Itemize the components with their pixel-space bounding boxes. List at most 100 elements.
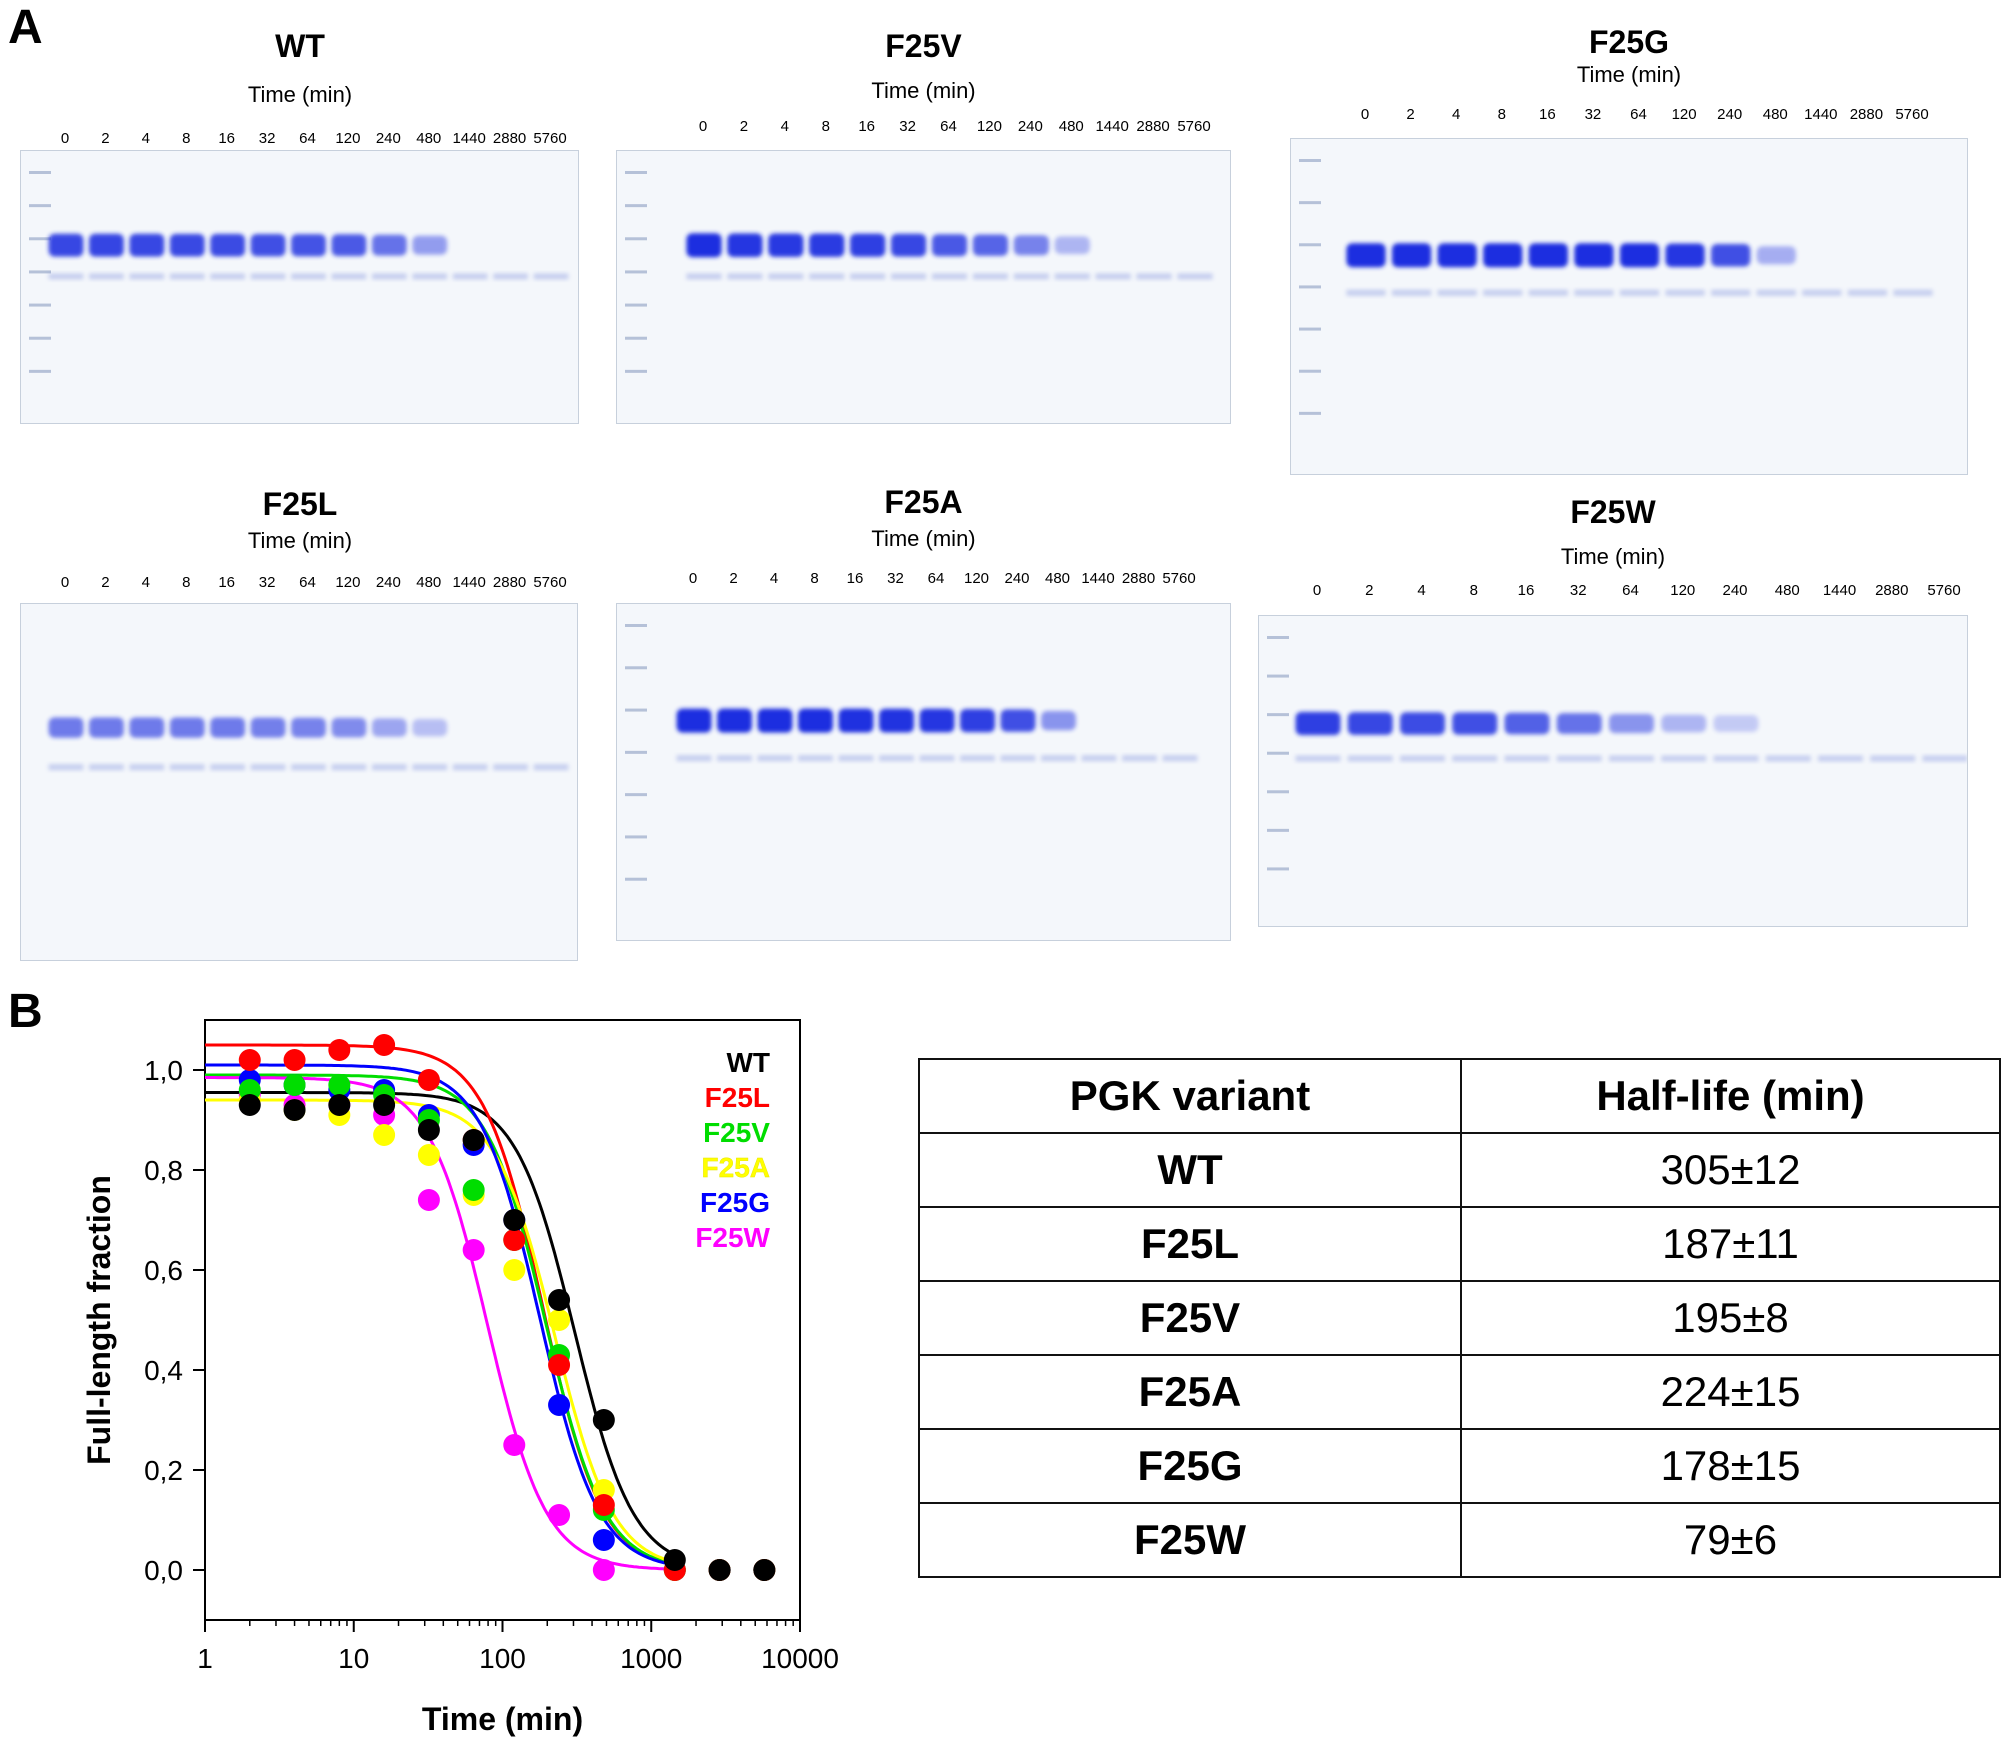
minor-band [412, 764, 448, 771]
ladder-band [625, 877, 647, 881]
minor-band [1713, 755, 1759, 762]
half-life-cell: 195±8 [1460, 1280, 2001, 1356]
gel-image [20, 603, 578, 961]
lane-label: 120 [335, 574, 361, 591]
variant-cell: WT [918, 1132, 1462, 1208]
ladder-band [1299, 285, 1321, 289]
lane-label: 4 [141, 574, 150, 591]
gel-panel-f25w: F25W Time (min) 0 2 4 8 16 32 64 120 240 480 1440 2… [1258, 490, 1968, 930]
minor-band [452, 764, 488, 771]
minor-band [1346, 289, 1386, 296]
minor-band [1609, 755, 1654, 762]
protein-band [412, 235, 448, 255]
y-axis-label: Full-length fraction [81, 1175, 117, 1465]
minor-band [1483, 289, 1523, 296]
gel-image [1290, 138, 1968, 475]
lane-label: 4 [141, 130, 150, 147]
lane-label: 0 [60, 574, 70, 591]
panel-a-label: A [8, 1, 43, 54]
minor-band [1504, 755, 1550, 762]
minor-band [493, 273, 528, 280]
column-header-variant: PGK variant [918, 1058, 1462, 1134]
lane-label: 16 [1517, 582, 1535, 599]
lane-label: 16 [846, 570, 864, 587]
variant-cell: F25A [918, 1354, 1462, 1430]
gel-panel-f25a: F25A Time (min) 0 2 4 8 16 32 64 120 240 480 1440 2… [616, 478, 1231, 943]
ladder-band [29, 270, 51, 274]
lane-label: 1440 [452, 574, 486, 591]
minor-band [250, 764, 286, 771]
ladder-band [1299, 411, 1321, 415]
protein-band [676, 708, 712, 733]
protein-band [1528, 243, 1568, 268]
ladder-band [1267, 751, 1289, 755]
ladder-band [1299, 369, 1321, 373]
protein-band [169, 233, 205, 257]
minor-band [331, 764, 367, 771]
minor-band [1818, 755, 1863, 762]
gel-image [1258, 615, 1968, 927]
data-point-f25g [548, 1394, 571, 1416]
minor-band [210, 273, 246, 280]
data-point-wt [238, 1094, 261, 1116]
minor-band [1452, 755, 1498, 762]
half-life-cell: 178±15 [1460, 1428, 2001, 1504]
minor-band [798, 755, 833, 762]
table-row: WT 305±12 [918, 1132, 2001, 1208]
lane-label: 8 [821, 118, 830, 135]
protein-band [291, 234, 326, 257]
ladder-band [625, 369, 647, 373]
lane-label: 32 [1584, 106, 1602, 123]
lane-label: 16 [858, 118, 875, 135]
data-point-f25l [328, 1039, 351, 1061]
lane-label: 120 [963, 570, 990, 587]
protein-band [919, 708, 955, 733]
lane-label: 480 [1044, 570, 1071, 587]
minor-band [879, 755, 914, 762]
protein-band [809, 233, 845, 257]
gel-image [616, 603, 1231, 941]
data-point-f25a [548, 1309, 571, 1331]
protein-band [129, 233, 165, 257]
minor-band [676, 755, 712, 762]
data-point-wt [708, 1559, 731, 1581]
protein-band [1609, 713, 1654, 734]
gel-title: F25V [885, 28, 962, 64]
minor-band [838, 755, 874, 762]
lane-label: 64 [299, 130, 316, 147]
gel-bands [1291, 139, 1967, 474]
protein-band [331, 717, 367, 738]
minor-band [809, 273, 845, 280]
minor-band [1556, 755, 1602, 762]
gel-time-axis-label: Time (min) [1560, 544, 1666, 569]
legend-item: F25A [702, 1152, 770, 1183]
data-point-wt [283, 1099, 306, 1121]
lane-label: 64 [1630, 106, 1647, 123]
y-tick-label: 0,2 [144, 1455, 183, 1486]
x-tick-label: 1000 [620, 1643, 682, 1674]
gel-bands [617, 151, 1230, 423]
gel-title: F25L [262, 486, 338, 522]
table-header-row: PGK variant Half-life (min) [918, 1058, 2001, 1134]
data-point-f25l [503, 1229, 526, 1251]
half-life-table: PGK variant Half-life (min) WT 305±12 F2… [918, 1058, 2001, 1578]
protein-band [972, 234, 1009, 256]
x-tick-label: 100 [479, 1643, 526, 1674]
protein-band [48, 233, 84, 257]
data-point-f25l [417, 1069, 440, 1091]
protein-band [1711, 244, 1751, 267]
y-tick-label: 0,8 [144, 1155, 183, 1186]
data-point-f25l [238, 1049, 261, 1071]
protein-band [291, 717, 326, 738]
half-life-cell: 79±6 [1460, 1502, 2001, 1578]
minor-band [1661, 755, 1707, 762]
protein-band [890, 233, 927, 257]
lane-label: 2880 [1849, 106, 1884, 123]
minor-band [169, 273, 205, 280]
data-point-f25v [328, 1074, 351, 1096]
minor-band [493, 764, 528, 771]
lane-label: 2880 [1121, 570, 1156, 587]
data-point-f25w [503, 1434, 526, 1456]
protein-band [210, 233, 246, 257]
lane-label: 120 [1670, 582, 1696, 599]
